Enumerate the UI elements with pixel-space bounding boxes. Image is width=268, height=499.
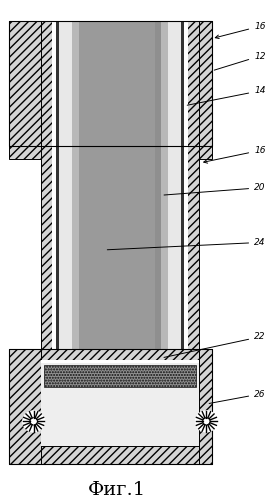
- Bar: [41, 21, 52, 146]
- Bar: [59, 21, 72, 146]
- Circle shape: [196, 411, 217, 432]
- Bar: [72, 21, 79, 146]
- Text: 20: 20: [164, 183, 266, 195]
- Bar: [161, 21, 181, 146]
- Bar: [181, 146, 184, 349]
- Bar: [155, 21, 168, 146]
- Bar: [59, 146, 72, 349]
- Bar: [184, 21, 188, 146]
- Text: 14: 14: [187, 86, 266, 105]
- Text: 26: 26: [209, 390, 266, 404]
- Bar: [79, 146, 161, 349]
- Circle shape: [23, 411, 44, 432]
- Bar: [52, 21, 55, 146]
- Text: 12: 12: [214, 51, 266, 70]
- Bar: [41, 146, 52, 349]
- Bar: [41, 349, 199, 363]
- Bar: [155, 146, 168, 349]
- Bar: [199, 349, 211, 464]
- Text: 16: 16: [215, 22, 266, 38]
- Bar: [184, 21, 199, 146]
- Bar: [72, 146, 79, 349]
- Bar: [9, 349, 211, 464]
- Bar: [52, 146, 55, 349]
- Bar: [161, 146, 181, 349]
- Bar: [41, 360, 199, 363]
- Bar: [41, 446, 199, 464]
- Bar: [9, 146, 41, 159]
- Bar: [9, 21, 211, 146]
- Bar: [199, 146, 211, 159]
- Bar: [44, 365, 196, 387]
- Bar: [199, 21, 211, 146]
- Text: 24: 24: [107, 238, 266, 250]
- Bar: [181, 21, 184, 146]
- Text: 22: 22: [164, 332, 266, 357]
- Text: Фиг.1: Фиг.1: [88, 481, 147, 499]
- Text: 16: 16: [204, 146, 266, 163]
- Bar: [184, 146, 188, 349]
- Bar: [184, 146, 199, 349]
- Bar: [9, 21, 41, 146]
- Bar: [55, 21, 59, 146]
- Bar: [79, 21, 161, 146]
- Bar: [41, 363, 199, 446]
- Bar: [55, 146, 59, 349]
- Bar: [9, 349, 41, 464]
